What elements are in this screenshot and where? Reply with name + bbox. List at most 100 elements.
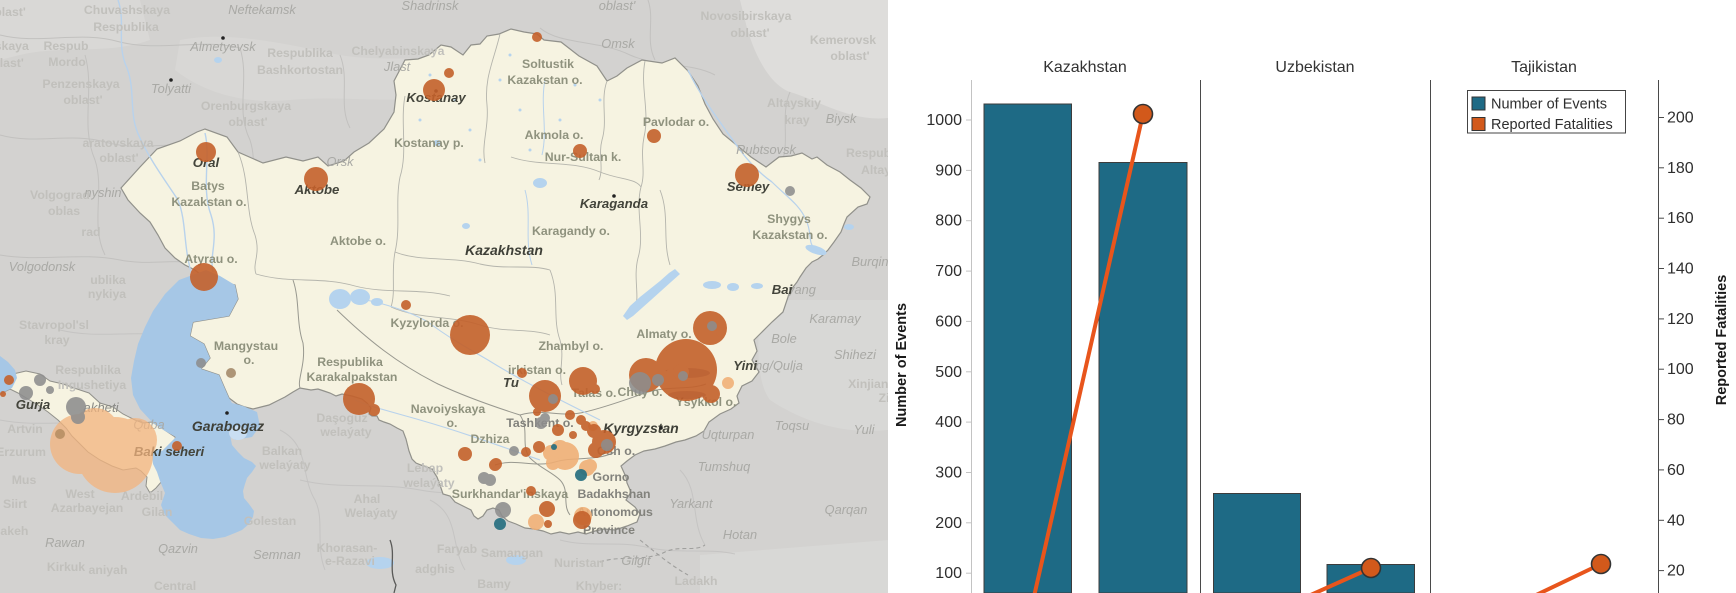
svg-text:Ardebil: Ardebil [121, 489, 163, 503]
svg-text:Tu: Tu [503, 375, 519, 390]
svg-text:rad: rad [81, 225, 100, 239]
svg-text:Chuvashskaya: Chuvashskaya [84, 3, 170, 17]
svg-text:Toqsu: Toqsu [775, 418, 809, 433]
svg-text:oblast': oblast' [63, 93, 102, 107]
svg-text:Tolyatti: Tolyatti [151, 81, 192, 96]
svg-text:80: 80 [1667, 412, 1685, 429]
svg-text:Karamay: Karamay [809, 311, 862, 326]
svg-text:oblas: oblas [48, 204, 80, 218]
svg-text:Kirkuk: Kirkuk [47, 560, 85, 574]
svg-text:Number of Events: Number of Events [1491, 97, 1607, 113]
svg-text:Karagandy o.: Karagandy o. [532, 224, 610, 238]
svg-text:Kazakstan o.: Kazakstan o. [507, 73, 582, 87]
svg-text:aniyah: aniyah [89, 563, 128, 577]
svg-text:Altayskiy: Altayskiy [767, 96, 821, 110]
svg-text:e-Razavi: e-Razavi [325, 554, 375, 568]
svg-text:Reported Fatalities: Reported Fatalities [1714, 275, 1730, 406]
svg-text:Balkan: Balkan [262, 444, 302, 458]
svg-text:welaýaty: welaýaty [258, 458, 310, 472]
svg-text:700: 700 [935, 263, 962, 280]
svg-text:Kazakhstan: Kazakhstan [1043, 59, 1127, 76]
svg-text:Lebap: Lebap [407, 461, 443, 475]
svg-text:Omsk: Omsk [601, 36, 635, 51]
svg-text:Navoiyskaya: Navoiyskaya [411, 402, 486, 416]
svg-text:Shihezi: Shihezi [834, 347, 877, 362]
svg-text:Kostanay p.: Kostanay p. [394, 136, 464, 150]
svg-text:oblast': oblast' [228, 115, 267, 129]
svg-text:Siirt: Siirt [3, 497, 27, 511]
svg-text:Hotan: Hotan [723, 527, 757, 542]
svg-text:100: 100 [935, 565, 962, 582]
svg-text:oblast': oblast' [830, 49, 869, 63]
svg-text:Uqturpan: Uqturpan [702, 427, 755, 442]
svg-text:Jlast: Jlast [383, 59, 411, 74]
svg-text:Khyber:: Khyber: [576, 579, 622, 593]
svg-text:kray: kray [784, 113, 809, 127]
svg-text:Karaganda: Karaganda [580, 196, 648, 211]
svg-text:Welaýaty: Welaýaty [344, 506, 397, 520]
svg-text:ublika: ublika [90, 273, 126, 287]
svg-text:500: 500 [935, 364, 962, 381]
svg-text:oblast': oblast' [99, 151, 138, 165]
svg-text:Nuristan: Nuristan [554, 556, 604, 570]
svg-text:adghis: adghis [415, 562, 455, 576]
svg-text:Province: Province [583, 523, 635, 537]
svg-text:Orsk: Orsk [326, 154, 354, 169]
svg-text:Neftekamsk: Neftekamsk [228, 2, 296, 17]
svg-text:Daşoguz: Daşoguz [316, 411, 367, 425]
svg-text:Bole: Bole [771, 331, 797, 346]
svg-text:200: 200 [935, 515, 962, 532]
svg-text:Shadrinsk: Shadrinsk [402, 0, 460, 13]
svg-text:Burqin: Burqin [852, 254, 889, 269]
svg-text:Ahal: Ahal [354, 492, 381, 506]
svg-text:Yarkant: Yarkant [669, 496, 713, 511]
svg-text:Semnan: Semnan [253, 547, 301, 562]
svg-text:Ladakh: Ladakh [674, 574, 717, 588]
svg-text:Volgograd: Volgograd [30, 188, 90, 202]
svg-text:Chelyabinskaya: Chelyabinskaya [352, 44, 445, 58]
svg-text:nskaya: nskaya [0, 39, 29, 53]
svg-text:welaýaty: welaýaty [319, 425, 371, 439]
svg-text:Rawan: Rawan [45, 535, 85, 550]
svg-text:Kazakstan o.: Kazakstan o. [171, 195, 246, 209]
svg-text:Central: Central [154, 579, 196, 593]
svg-text:Rubtsovsk: Rubtsovsk [736, 142, 796, 157]
svg-text:Zi: Zi [879, 391, 888, 405]
svg-text:oblast': oblast' [599, 0, 636, 13]
svg-text:Yuli: Yuli [854, 422, 876, 437]
svg-text:Respublika: Respublika [267, 46, 333, 60]
svg-text:Khorasan-: Khorasan- [317, 541, 378, 555]
svg-text:Garabogaz: Garabogaz [192, 418, 264, 434]
svg-text:Orenburgskaya: Orenburgskaya [201, 99, 291, 113]
svg-text:Mangystau: Mangystau [214, 339, 278, 353]
svg-text:Mordo: Mordo [48, 55, 86, 69]
svg-text:Kemerovsk: Kemerovsk [810, 33, 876, 47]
svg-text:Respublika: Respublika [93, 20, 159, 34]
svg-text:200: 200 [1667, 110, 1694, 127]
svg-text:Volgodonsk: Volgodonsk [9, 259, 76, 274]
svg-text:Altay: Altay [861, 163, 888, 177]
svg-text:1000: 1000 [926, 112, 962, 129]
svg-text:Pavlodar o.: Pavlodar o. [643, 115, 709, 129]
svg-text:Soltustik: Soltustik [522, 57, 574, 71]
svg-text:welaýaty: welaýaty [402, 476, 454, 490]
svg-text:o.: o. [244, 353, 255, 367]
svg-text:Uzbekistan: Uzbekistan [1275, 59, 1354, 76]
svg-text:Qazvin: Qazvin [158, 541, 198, 556]
svg-text:60: 60 [1667, 462, 1685, 479]
svg-text:Bashkortostan: Bashkortostan [257, 63, 343, 77]
svg-text:Akmola o.: Akmola o. [525, 128, 584, 142]
svg-text:Dzhiza: Dzhiza [471, 432, 510, 446]
svg-text:Bamy: Bamy [477, 577, 511, 591]
svg-text:140: 140 [1667, 261, 1694, 278]
svg-text:Respubli: Respubli [846, 146, 888, 160]
svg-text:West: West [65, 487, 94, 501]
svg-text:Biysk: Biysk [826, 111, 857, 126]
svg-text:40: 40 [1667, 512, 1685, 529]
svg-text:180: 180 [1667, 160, 1694, 177]
svg-text:blast': blast' [0, 5, 26, 19]
svg-text:Mus: Mus [12, 473, 37, 487]
svg-text:Stavropol'sl: Stavropol'sl [19, 318, 89, 332]
svg-text:Penzenskaya: Penzenskaya [42, 77, 119, 91]
svg-text:Shygys: Shygys [767, 212, 811, 226]
